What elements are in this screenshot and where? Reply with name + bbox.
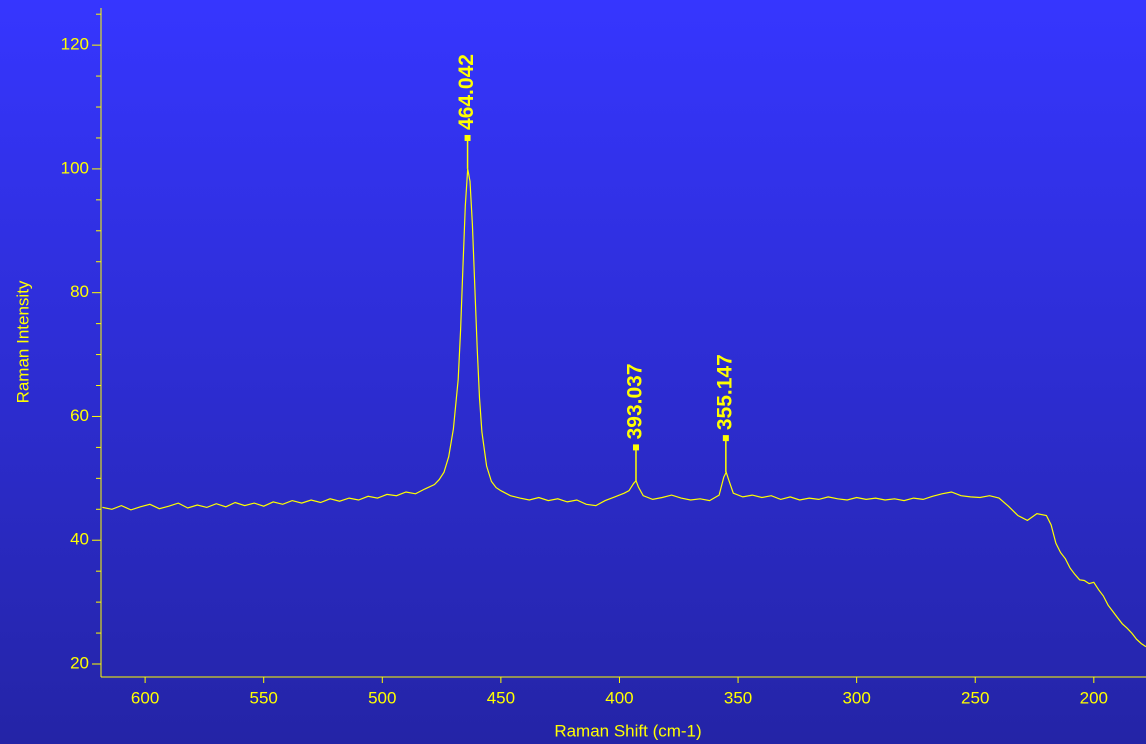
x-tick-label: 550 (250, 688, 278, 707)
x-tick-label: 300 (842, 688, 870, 707)
peak-marker (632, 444, 639, 451)
y-tick-label: 80 (70, 282, 89, 301)
x-tick-label: 450 (487, 688, 515, 707)
peak-marker (722, 435, 729, 442)
x-axis-label: Raman Shift (cm-1) (554, 721, 701, 740)
x-tick-label: 350 (724, 688, 752, 707)
x-tick-label: 400 (605, 688, 633, 707)
peak-label: 393.037 (624, 363, 647, 439)
spectrum-line (102, 168, 1146, 648)
y-tick-label: 100 (61, 158, 89, 177)
peak-label: 464.042 (455, 54, 478, 130)
x-tick-label: 200 (1080, 688, 1108, 707)
y-tick-label: 120 (61, 35, 89, 54)
y-axis-label: Raman Intensity (13, 280, 32, 403)
y-tick-label: 40 (70, 530, 89, 549)
peak-marker (464, 134, 471, 141)
x-tick-label: 250 (961, 688, 989, 707)
x-tick-label: 500 (368, 688, 396, 707)
y-tick-label: 60 (70, 406, 89, 425)
x-tick-label: 600 (131, 688, 159, 707)
peak-label: 355.147 (713, 354, 736, 430)
y-tick-label: 20 (70, 653, 89, 672)
